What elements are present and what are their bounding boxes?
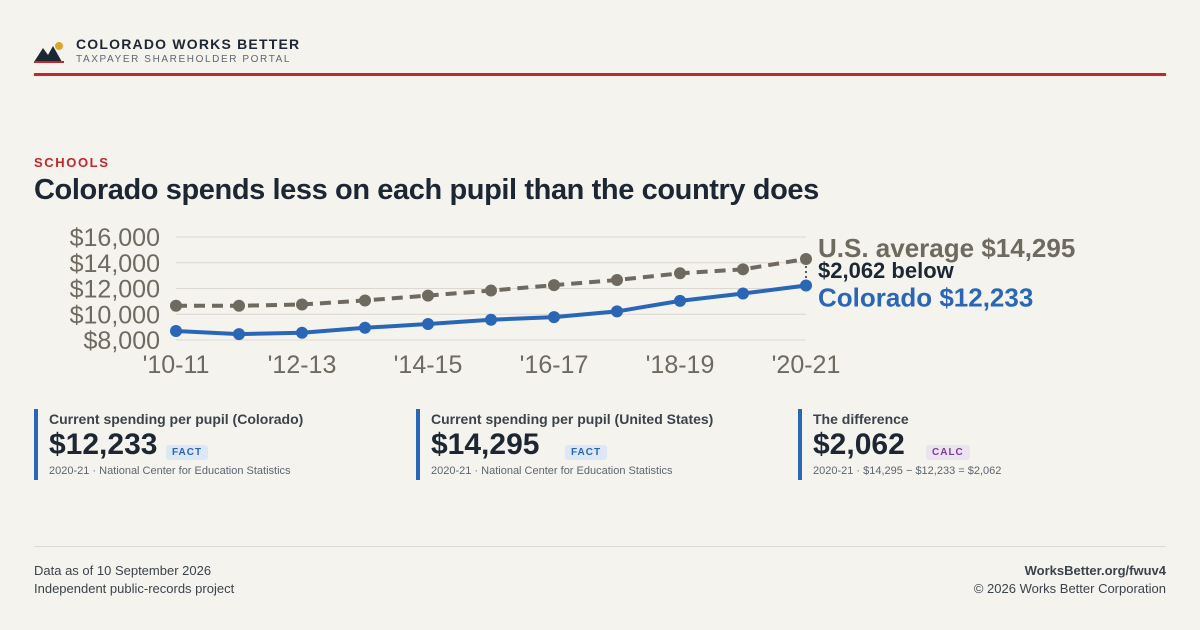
stat-card-colorado: Current spending per pupil (Colorado) $1… bbox=[34, 409, 378, 480]
y-tick-label: $16,000 bbox=[70, 224, 160, 252]
data-point bbox=[170, 324, 182, 337]
footer-left: Data as of 10 September 2026 Independent… bbox=[34, 562, 234, 598]
stat-label: Current spending per pupil (Colorado) bbox=[49, 411, 304, 427]
x-axis-ticks: '10-11 '12-13 '14-15 '16-17 '18-19 '20-21 bbox=[143, 351, 841, 379]
header: COLORADO WORKS BETTER TAXPAYER SHAREHOLD… bbox=[34, 36, 1166, 76]
y-tick-label: $12,000 bbox=[70, 276, 160, 304]
short-url-link[interactable]: WorksBetter.org/fwuv4 bbox=[1024, 563, 1166, 578]
stat-source: 2020-21 · National Center for Education … bbox=[49, 465, 291, 477]
data-date: Data as of 10 September 2026 bbox=[34, 563, 212, 578]
brand-name: COLORADO WORKS BETTER bbox=[76, 36, 301, 52]
chart-series bbox=[170, 252, 812, 341]
data-point bbox=[737, 287, 749, 300]
section-label: SCHOOLS bbox=[34, 155, 110, 170]
us-series-label: U.S. average $14,295 bbox=[818, 233, 1075, 263]
data-point bbox=[674, 267, 686, 280]
data-point bbox=[485, 284, 497, 297]
data-point bbox=[548, 311, 560, 324]
data-point bbox=[422, 289, 434, 302]
chart-annotations: U.S. average $14,295 $2,062 below Colora… bbox=[805, 233, 1075, 313]
x-tick-label: '14-15 bbox=[394, 351, 463, 379]
calc-badge: CALC bbox=[926, 445, 970, 460]
stat-source: 2020-21 · National Center for Education … bbox=[431, 465, 673, 477]
data-point bbox=[359, 321, 371, 334]
spending-line-chart: $8,000$10,000$12,000$14,000$16,000 '10-1… bbox=[70, 224, 1076, 379]
footer-right: WorksBetter.org/fwuv4 © 2026 Works Bette… bbox=[974, 562, 1166, 598]
data-point bbox=[800, 279, 812, 292]
page-title: Colorado spends less on each pupil than … bbox=[34, 174, 819, 206]
x-tick-label: '16-17 bbox=[520, 351, 589, 379]
project-description: Independent public-records project bbox=[34, 581, 235, 596]
mountain-logo-icon bbox=[34, 42, 64, 63]
stat-card-united-states: Current spending per pupil (United State… bbox=[416, 409, 760, 480]
data-point bbox=[170, 299, 182, 312]
stat-value: $12,233 bbox=[49, 428, 158, 461]
data-point bbox=[422, 318, 434, 331]
fact-badge: FACT bbox=[166, 445, 209, 460]
stat-formula: 2020-21 · $14,295 − $12,233 = $2,062 bbox=[813, 465, 1002, 477]
data-point bbox=[233, 299, 245, 312]
y-axis-ticks: $8,000$10,000$12,000$14,000$16,000 bbox=[70, 224, 160, 355]
y-tick-label: $14,000 bbox=[70, 250, 160, 278]
x-tick-label: '20-21 bbox=[772, 351, 841, 379]
y-tick-label: $8,000 bbox=[84, 327, 160, 355]
footer-divider bbox=[34, 546, 1166, 547]
copyright: © 2026 Works Better Corporation bbox=[973, 581, 1166, 596]
data-point bbox=[611, 305, 623, 318]
y-tick-label: $10,000 bbox=[70, 301, 160, 329]
data-point bbox=[611, 274, 623, 287]
data-point bbox=[233, 328, 245, 341]
stat-value: $14,295 bbox=[431, 428, 540, 461]
data-point bbox=[737, 263, 749, 276]
data-point bbox=[548, 279, 560, 292]
fact-badge: FACT bbox=[565, 445, 608, 460]
x-tick-label: '10-11 bbox=[143, 351, 210, 379]
stat-value: $2,062 bbox=[813, 428, 905, 461]
data-point bbox=[359, 294, 371, 307]
x-tick-label: '12-13 bbox=[268, 351, 337, 379]
stat-label: The difference bbox=[813, 411, 909, 427]
colorado-series-label: Colorado $12,233 bbox=[818, 283, 1033, 313]
gap-annotation: $2,062 below bbox=[818, 258, 955, 283]
header-divider bbox=[34, 73, 1166, 76]
data-point bbox=[296, 326, 308, 339]
stat-label: Current spending per pupil (United State… bbox=[431, 411, 714, 427]
data-point bbox=[800, 252, 812, 265]
stat-card-difference: The difference $2,062 CALC 2020-21 · $14… bbox=[798, 409, 1142, 480]
brand-tagline: TAXPAYER SHAREHOLDER PORTAL bbox=[76, 54, 292, 65]
data-point bbox=[674, 294, 686, 307]
x-tick-label: '18-19 bbox=[646, 351, 715, 379]
data-point bbox=[485, 313, 497, 326]
data-point bbox=[296, 298, 308, 311]
